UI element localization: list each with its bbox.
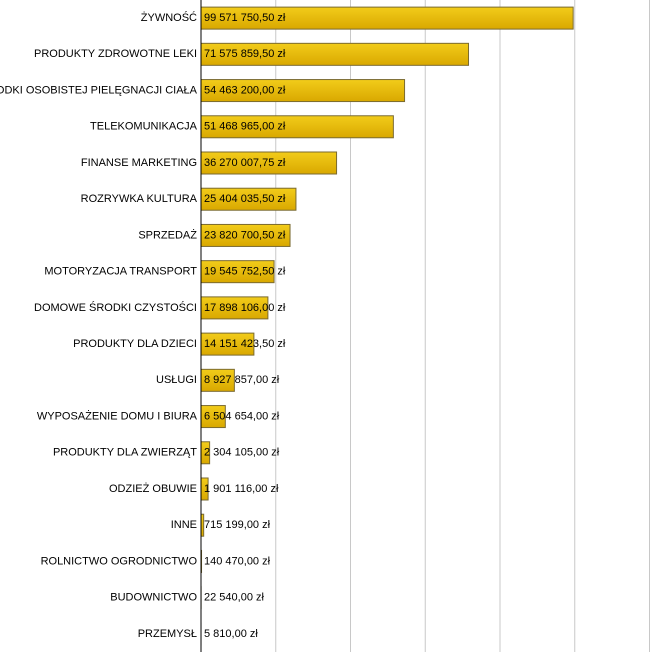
category-label: ROZRYWKA KULTURA — [81, 193, 198, 205]
category-label: ROLNICTWO OGRODNICTWO — [41, 555, 198, 567]
category-label: ŚRODKI OSOBISTEJ PIELĘGNACJI CIAŁA — [0, 83, 198, 96]
category-label: SPRZEDAŻ — [138, 228, 197, 241]
value-label: 140 470,00 zł — [204, 555, 271, 567]
value-label: 36 270 007,75 zł — [204, 157, 286, 169]
category-label: TELEKOMUNIKACJA — [90, 121, 198, 133]
category-label: BUDOWNICTWO — [110, 592, 197, 604]
value-label: 71 575 859,50 zł — [204, 48, 286, 60]
value-label: 22 540,00 zł — [204, 592, 264, 604]
value-label: 6 504 654,00 zł — [204, 410, 280, 422]
category-label: FINANSE MARKETING — [81, 157, 197, 169]
value-label: 1 901 116,00 zł — [204, 483, 279, 495]
category-label: ODZIEŻ OBUWIE — [109, 482, 197, 495]
value-label: 2 304 105,00 zł — [204, 447, 280, 459]
category-label: PRODUKTY DLA DZIECI — [73, 338, 197, 350]
category-label: DOMOWE ŚRODKI CZYSTOŚCI — [34, 301, 197, 314]
value-label: 51 468 965,00 zł — [204, 121, 286, 133]
category-label: ŻYWNOŚĆ — [141, 11, 197, 24]
category-label: PRODUKTY DLA ZWIERZĄT — [53, 447, 197, 459]
category-label: MOTORYZACJA TRANSPORT — [44, 266, 197, 278]
value-label: 19 545 752,50 zł — [204, 266, 286, 278]
value-label: 715 199,00 zł — [204, 519, 271, 531]
value-label: 14 151 423,50 zł — [204, 338, 286, 350]
category-label: PRODUKTY ZDROWOTNE LEKI — [34, 48, 197, 60]
category-label: INNE — [171, 519, 197, 531]
value-label: 99 571 750,50 zł — [204, 12, 286, 24]
value-label: 8 927 857,00 zł — [204, 374, 280, 386]
value-label: 5 810,00 zł — [204, 628, 258, 640]
category-label: WYPOSAŻENIE DOMU I BIURA — [37, 409, 198, 422]
value-label: 17 898 106,00 zł — [204, 302, 286, 314]
value-label: 54 463 200,00 zł — [204, 84, 286, 96]
category-label: PRZEMYSŁ — [138, 628, 197, 640]
value-label: 23 820 700,50 zł — [204, 229, 286, 241]
value-label: 25 404 035,50 zł — [204, 193, 286, 205]
category-label: USŁUGI — [156, 374, 197, 386]
